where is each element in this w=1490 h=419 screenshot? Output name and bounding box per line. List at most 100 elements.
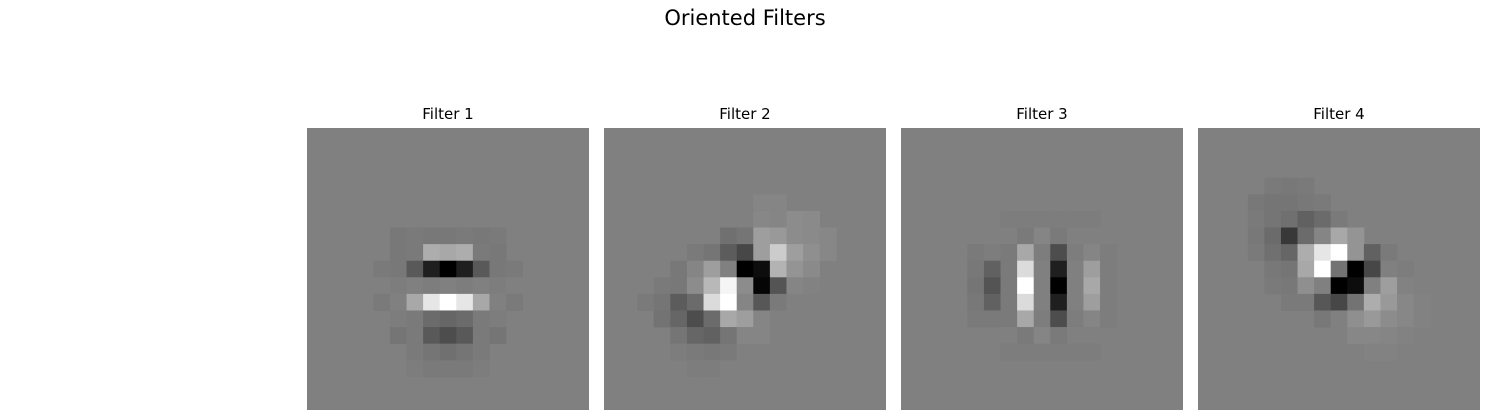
- panel-title-1: Filter 1: [422, 105, 474, 123]
- heatmap-cell: [967, 277, 985, 295]
- heatmap-cell: [472, 227, 490, 245]
- heatmap-cell: [1347, 327, 1365, 345]
- heatmap-cell: [1280, 244, 1298, 262]
- heatmap-cell: [439, 360, 457, 378]
- heatmap-cell: [389, 227, 407, 245]
- heatmap-cell: [373, 293, 391, 311]
- heatmap-cell: [753, 310, 771, 328]
- heatmap-cell: [456, 277, 474, 295]
- heatmap-cell: [1100, 310, 1118, 328]
- heatmap-cell: [670, 293, 688, 311]
- heatmap-cell: [1363, 343, 1381, 361]
- heatmap-cell: [1066, 244, 1084, 262]
- heatmap-cell: [1380, 327, 1398, 345]
- heatmap-cell: [1264, 277, 1282, 295]
- heatmap-cell: [456, 343, 474, 361]
- heatmap-cell: [1100, 277, 1118, 295]
- heatmap-cell: [389, 293, 407, 311]
- heatmap-4: [1198, 128, 1480, 410]
- heatmap-cell: [472, 343, 490, 361]
- heatmap-cell: [1397, 310, 1415, 328]
- heatmap-cell: [720, 260, 738, 278]
- heatmap-cell: [439, 343, 457, 361]
- heatmap-cell: [967, 310, 985, 328]
- heatmap-cell: [1083, 210, 1101, 228]
- heatmap-cell: [703, 310, 721, 328]
- heatmap-cell: [786, 244, 804, 262]
- heatmap-cell: [686, 244, 704, 262]
- heatmap-cell: [1380, 277, 1398, 295]
- heatmap-cell: [1066, 343, 1084, 361]
- heatmap-cell: [456, 360, 474, 378]
- heatmap-cell: [720, 360, 738, 378]
- heatmap-cell: [736, 293, 754, 311]
- heatmap-cell: [406, 343, 424, 361]
- heatmap-cell: [489, 260, 507, 278]
- heatmap-cell: [1066, 227, 1084, 245]
- heatmap-cell: [1380, 260, 1398, 278]
- heatmap-cell: [736, 343, 754, 361]
- heatmap-cell: [1033, 260, 1051, 278]
- heatmap-cell: [1100, 293, 1118, 311]
- heatmap-cell: [472, 360, 490, 378]
- heatmap-cell: [653, 277, 671, 295]
- heatmap-cell: [1314, 244, 1332, 262]
- heatmap-cell: [389, 277, 407, 295]
- heatmap-cell: [1083, 277, 1101, 295]
- heatmap-cell: [423, 343, 441, 361]
- heatmap-cell: [736, 260, 754, 278]
- heatmap-cell: [1083, 244, 1101, 262]
- heatmap-cell: [786, 227, 804, 245]
- heatmap-cell: [753, 260, 771, 278]
- heatmap-cell: [423, 244, 441, 262]
- heatmap-cell: [769, 194, 787, 212]
- heatmap-cell: [1264, 210, 1282, 228]
- heatmap-cell: [753, 194, 771, 212]
- figure-title: Oriented Filters: [664, 6, 826, 30]
- heatmap-cell: [769, 210, 787, 228]
- heatmap-cell: [1363, 260, 1381, 278]
- heatmap-cell: [1297, 177, 1315, 195]
- heatmap-cell: [1017, 244, 1035, 262]
- heatmap-cell: [1050, 244, 1068, 262]
- heatmap-cell: [670, 310, 688, 328]
- heatmap-cell: [769, 310, 787, 328]
- heatmap-cell: [769, 277, 787, 295]
- heatmap-cell: [472, 277, 490, 295]
- heatmap-cell: [983, 244, 1001, 262]
- heatmap-cell: [1000, 244, 1018, 262]
- heatmap-cell: [703, 360, 721, 378]
- heatmap-cell: [1347, 277, 1365, 295]
- heatmap-cell: [769, 244, 787, 262]
- heatmap-cell: [1297, 277, 1315, 295]
- heatmap-cell: [1330, 310, 1348, 328]
- heatmap-cell: [423, 277, 441, 295]
- heatmap-cell: [1000, 343, 1018, 361]
- panel-title-4: Filter 4: [1313, 105, 1365, 123]
- heatmap-cell: [1000, 293, 1018, 311]
- panel-title-2: Filter 2: [719, 105, 771, 123]
- heatmap-cell: [1083, 293, 1101, 311]
- heatmap-cell: [720, 277, 738, 295]
- heatmap-cell: [1033, 227, 1051, 245]
- heatmap-cell: [489, 277, 507, 295]
- heatmap-cell: [803, 244, 821, 262]
- heatmap-cell: [720, 244, 738, 262]
- heatmap-cell: [1314, 227, 1332, 245]
- heatmap-cell: [489, 293, 507, 311]
- heatmap-cell: [389, 310, 407, 328]
- heatmap-cell: [472, 310, 490, 328]
- heatmap-cell: [786, 210, 804, 228]
- heatmap-cell: [686, 343, 704, 361]
- heatmap-cell: [686, 293, 704, 311]
- heatmap-cell: [703, 293, 721, 311]
- heatmap-cell: [769, 260, 787, 278]
- heatmap-cell: [819, 244, 837, 262]
- heatmap-cell: [1050, 260, 1068, 278]
- heatmap-cell: [653, 310, 671, 328]
- heatmap-2: [604, 128, 886, 410]
- heatmap-cell: [439, 327, 457, 345]
- heatmap-cell: [753, 293, 771, 311]
- heatmap-cell: [1066, 310, 1084, 328]
- heatmap-cell: [456, 293, 474, 311]
